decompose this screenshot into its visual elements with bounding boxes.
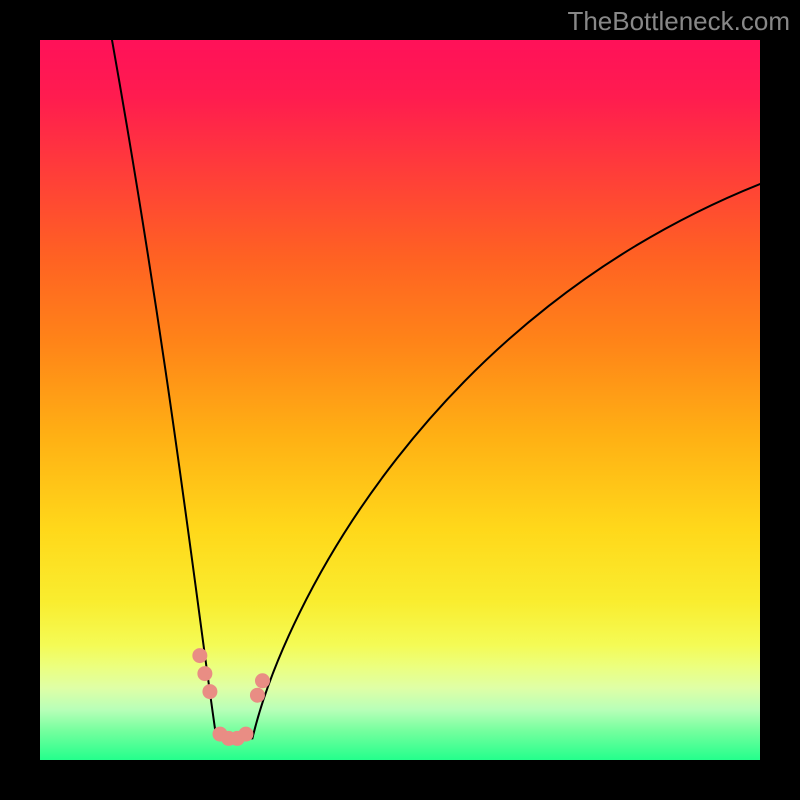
attribution-text: TheBottleneck.com xyxy=(567,6,790,37)
data-marker xyxy=(239,727,253,741)
bottleneck-chart xyxy=(40,40,760,760)
bottleneck-curve xyxy=(112,40,760,738)
chart-container: TheBottleneck.com xyxy=(0,0,800,800)
data-marker xyxy=(250,688,264,702)
data-marker xyxy=(255,674,269,688)
data-marker xyxy=(193,649,207,663)
data-marker xyxy=(198,667,212,681)
data-marker xyxy=(203,685,217,699)
plot-area xyxy=(40,40,760,760)
